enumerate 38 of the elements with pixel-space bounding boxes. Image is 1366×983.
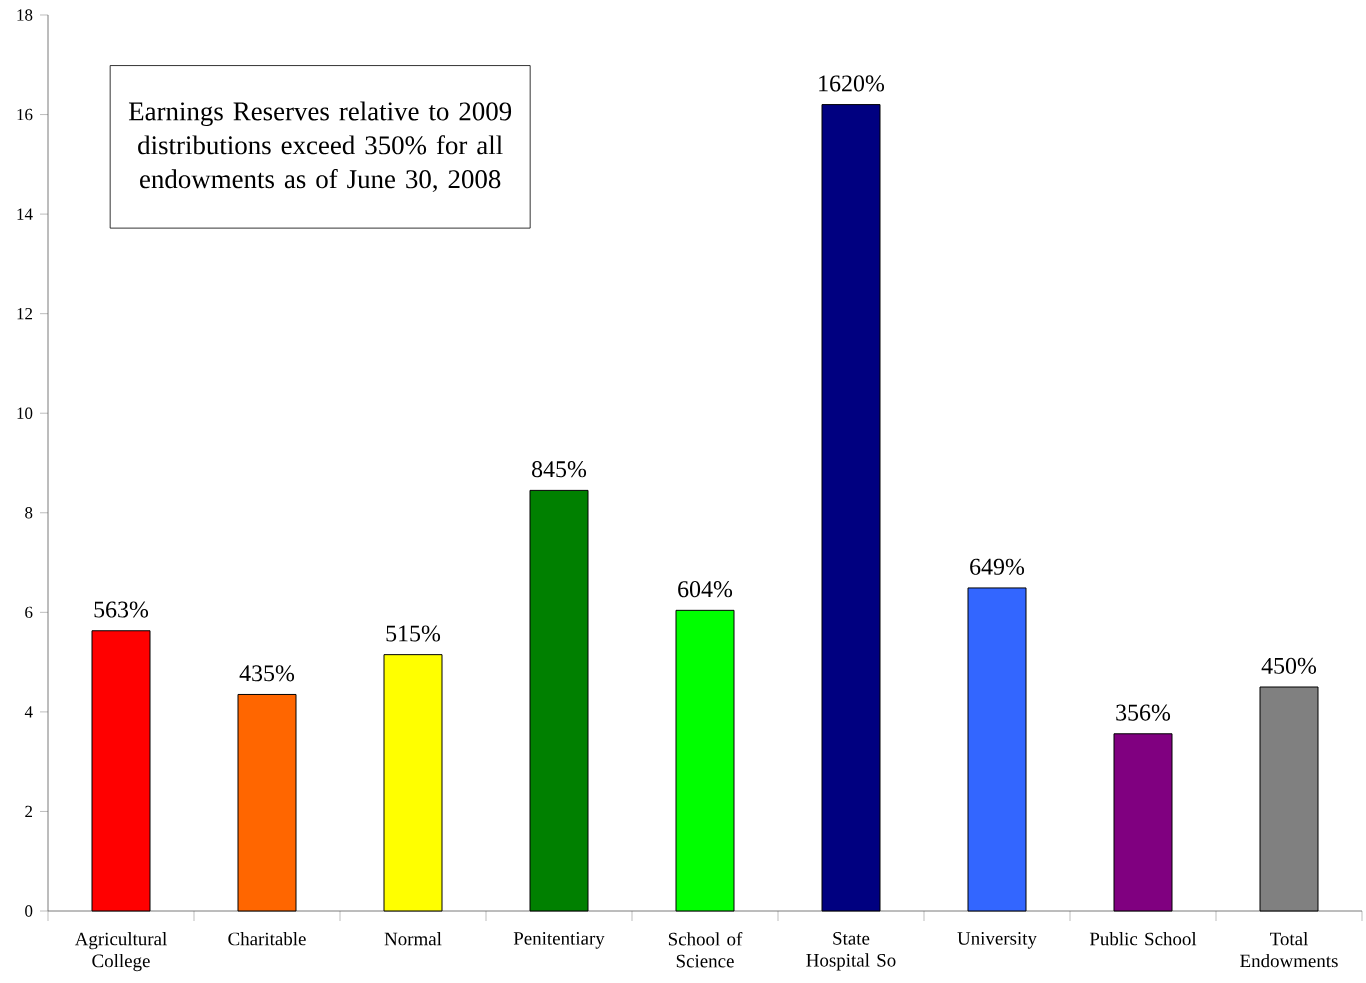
y-tick-label: 4 — [24, 706, 33, 718]
x-tick-label: Charitable — [228, 932, 306, 946]
x-tick-label: Agricultural College — [74, 932, 167, 972]
bar — [675, 609, 735, 912]
y-tick-label: 8 — [25, 507, 33, 519]
bar — [967, 587, 1027, 912]
x-tick-label: Normal — [384, 932, 442, 946]
data-label: 649% — [970, 558, 1025, 575]
x-tick-label: University — [957, 932, 1037, 949]
data-label: 1620% — [819, 75, 885, 92]
data-label: 563% — [94, 601, 149, 618]
x-tick-label: State Hospital So — [806, 932, 896, 971]
y-tick-label: 16 — [17, 108, 33, 121]
bar — [1259, 686, 1319, 912]
bar — [1113, 733, 1173, 912]
y-tick-label: 6 — [25, 606, 33, 619]
y-tick-label: 12 — [17, 308, 33, 320]
x-tick-label: Public School — [1089, 932, 1197, 946]
y-tick-label: 18 — [17, 9, 33, 21]
y-tick-label: 2 — [25, 805, 33, 818]
x-tick-label: School of Science — [668, 932, 743, 968]
data-label: 435% — [239, 665, 295, 682]
bar — [237, 693, 297, 912]
annotation: Earnings Reserves relative to 2009 distributions exceed 350% for all endowments as of June 30, 2008 — [128, 101, 512, 193]
x-tick-label: Penitentiary — [513, 932, 605, 949]
data-label: 450% — [1261, 657, 1317, 674]
bar — [821, 104, 881, 912]
data-label: 515% — [386, 625, 441, 642]
y-tick-label: 14 — [17, 208, 33, 220]
data-label: 845% — [532, 461, 587, 478]
data-label: 356% — [1116, 704, 1171, 721]
bar — [529, 489, 589, 912]
bar — [91, 630, 151, 912]
y-tick-label: 10 — [17, 407, 33, 419]
data-label: 604% — [678, 581, 733, 598]
bar — [383, 654, 443, 912]
y-tick-label: 0 — [25, 905, 33, 917]
x-tick-label: Total Endowments — [1240, 932, 1338, 968]
